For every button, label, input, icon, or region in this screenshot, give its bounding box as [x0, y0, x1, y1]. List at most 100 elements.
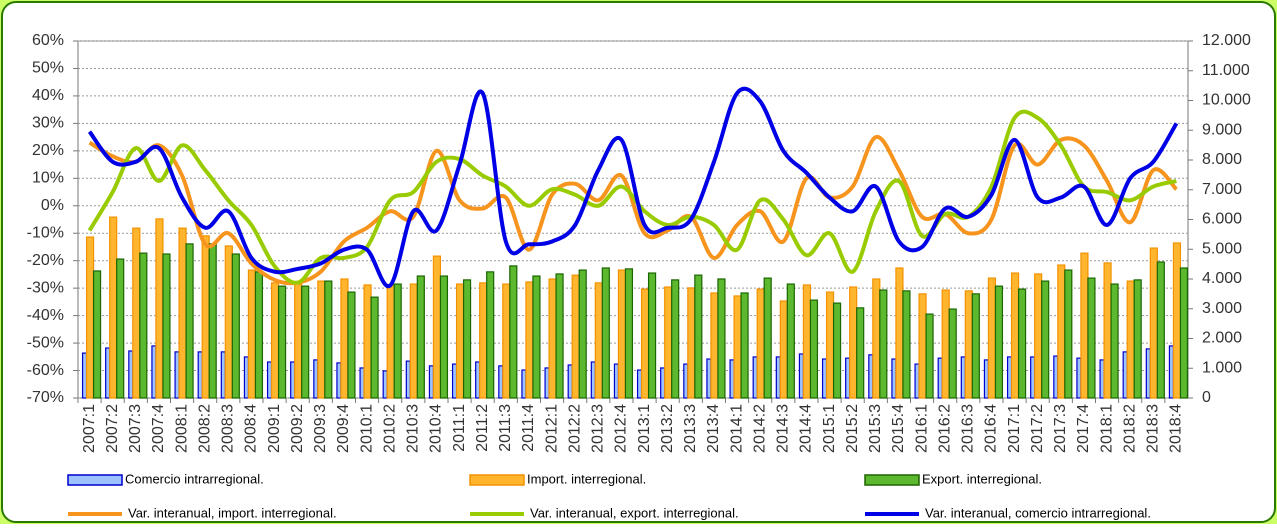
bar: [409, 283, 418, 399]
bar: [455, 283, 465, 399]
bar: [231, 253, 240, 399]
legend-label: Var. interanual, export. interregional.: [530, 505, 739, 520]
bar: [1149, 247, 1158, 399]
bar: [640, 288, 650, 399]
bar: [462, 279, 472, 399]
bar: [740, 292, 749, 399]
legend-label: Comercio intrarregional.: [125, 471, 264, 486]
x-tick-label: 2011:3: [497, 404, 514, 452]
bar: [964, 290, 973, 399]
bar: [313, 359, 319, 399]
bar: [1087, 277, 1096, 399]
x-tick-label: 2008:4: [243, 404, 260, 453]
bar: [879, 289, 888, 399]
x-tick-label: 2011:1: [451, 404, 468, 452]
bar: [694, 274, 703, 399]
bar: [475, 361, 481, 399]
bar: [220, 351, 226, 399]
y-tick-label: -60%: [27, 362, 64, 379]
bar: [1034, 273, 1043, 399]
bar: [1041, 280, 1050, 399]
y-tick-label: -40%: [27, 307, 64, 324]
bar: [486, 271, 495, 399]
bar: [825, 291, 835, 399]
x-tick-label: 2009:3: [312, 404, 329, 453]
x-tick-label: 2015:2: [844, 404, 861, 453]
bar: [548, 278, 557, 399]
x-tick-label: 2010:3: [405, 404, 422, 453]
legend-swatch: [864, 474, 920, 486]
bar: [779, 300, 788, 399]
bar: [185, 243, 194, 399]
bar: [1017, 288, 1027, 399]
bar: [208, 243, 217, 399]
x-tick-label: 2017:3: [1052, 404, 1069, 453]
y-tick-label: -70%: [27, 389, 64, 406]
bar: [941, 289, 950, 399]
y2-tick-label: 11.000: [1202, 62, 1250, 79]
bar: [224, 245, 233, 399]
legend-label: Var. interanual, comercio intrarregional…: [925, 505, 1151, 520]
bar: [710, 292, 719, 399]
bar: [617, 269, 627, 399]
y2-tick-label: 1.000: [1202, 359, 1242, 376]
x-tick-label: 2013:3: [682, 404, 699, 453]
bar: [671, 279, 680, 399]
bar: [201, 235, 210, 399]
x-tick-label: 2014:1: [728, 404, 745, 453]
legend-label: Import. interregional.: [527, 471, 646, 486]
bar: [290, 361, 296, 399]
bar: [502, 283, 511, 399]
bar: [324, 280, 333, 399]
y-tick-label: -10%: [27, 224, 64, 241]
x-tick-label: 2013:2: [659, 404, 676, 453]
y-tick-label: 60%: [32, 32, 64, 49]
x-tick-label: 2018:3: [1145, 404, 1162, 453]
bar: [132, 227, 141, 399]
bar: [479, 282, 488, 399]
bar: [359, 367, 365, 399]
bar: [809, 299, 819, 399]
legend-swatch: [67, 474, 123, 486]
x-tick-label: 2011:2: [474, 404, 491, 452]
bar: [162, 253, 171, 399]
bar: [266, 361, 273, 399]
bar: [405, 360, 411, 399]
bar: [687, 287, 696, 399]
bar: [624, 268, 634, 399]
bar: [763, 277, 772, 399]
y2-tick-label: 12.000: [1202, 32, 1251, 49]
bar: [109, 216, 118, 399]
x-tick-label: 2010:2: [381, 404, 398, 453]
bar: [1156, 261, 1165, 399]
bar: [1080, 252, 1089, 399]
y-tick-label: 10%: [32, 170, 64, 187]
x-tick-label: 2007:4: [150, 404, 167, 453]
x-tick-label: 2018:1: [1098, 404, 1115, 453]
bar: [555, 273, 564, 399]
y-tick-label: 20%: [32, 142, 64, 159]
x-tick-label: 2017:1: [1006, 404, 1023, 453]
y-tick-label: 50%: [32, 60, 64, 77]
x-tick-label: 2014:3: [775, 404, 792, 453]
bar: [386, 284, 395, 399]
x-tick-label: 2016:4: [983, 404, 1000, 453]
bar: [336, 362, 342, 399]
bar: [856, 307, 865, 399]
bar: [925, 313, 934, 399]
bar: [340, 278, 349, 399]
legend-label: Var. interanual, import. interregional.: [128, 505, 337, 520]
y-tick-label: 30%: [32, 115, 64, 132]
bar: [832, 302, 842, 399]
x-tick-label: 2017:2: [1029, 404, 1046, 453]
x-tick-label: 2013:1: [636, 404, 653, 453]
bar: [509, 265, 518, 399]
bar: [1110, 283, 1119, 399]
bar: [317, 280, 326, 399]
x-tick-label: 2014:2: [751, 404, 768, 453]
bar: [1133, 279, 1142, 399]
bar: [155, 218, 164, 399]
x-tick-label: 2007:3: [127, 404, 144, 453]
x-tick-label: 2012:1: [543, 404, 560, 453]
